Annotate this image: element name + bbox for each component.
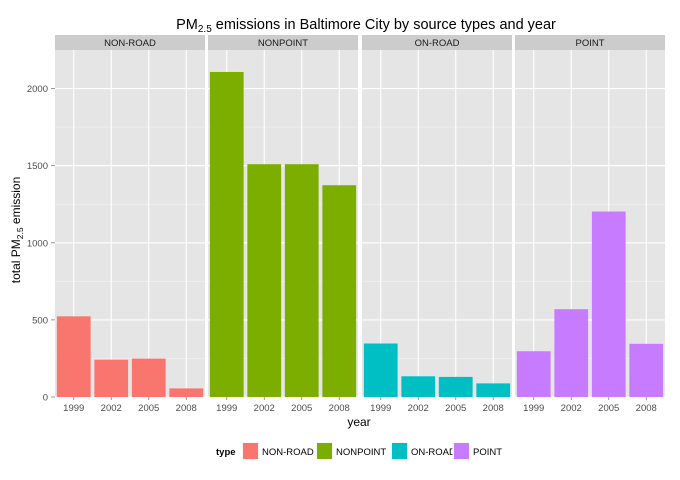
legend-swatch <box>454 443 469 459</box>
bar <box>554 309 589 397</box>
facet-strip-label: POINT <box>575 38 604 49</box>
x-tick-label: 2008 <box>176 403 197 414</box>
x-tick-label: 2002 <box>254 403 275 414</box>
bar <box>131 358 166 397</box>
bar <box>438 376 473 397</box>
facet-panel: ON-ROAD 1999 2002 2005 2008 <box>362 35 512 414</box>
bar <box>247 164 282 397</box>
facet-strip <box>55 35 205 50</box>
chart-title-subscript: 2.5 <box>198 24 212 35</box>
chart-title: PM2.5 emissions in Baltimore City by sou… <box>176 17 556 35</box>
x-tick-label: 1999 <box>370 403 391 414</box>
y-tick-label: 500 <box>32 315 48 326</box>
y-tick-label: 0 <box>43 393 48 404</box>
x-tick-label: 2002 <box>561 403 582 414</box>
bar <box>476 383 511 397</box>
chart-title-main: PM <box>176 17 198 33</box>
bar <box>591 211 626 397</box>
x-axis-label: year <box>347 415 370 429</box>
facet-panel: NON-ROAD 1999 2002 2005 2008 <box>55 35 205 414</box>
bar <box>94 359 129 397</box>
facet-panel: NONPOINT 1999 2002 2005 2008 <box>208 35 358 414</box>
x-tick-label: 2002 <box>101 403 122 414</box>
x-tick-label: 1999 <box>216 403 237 414</box>
x-tick-label: 2005 <box>598 403 619 414</box>
legend-swatch <box>243 443 258 459</box>
x-tick-label: 2005 <box>138 403 159 414</box>
y-tick-label: 2000 <box>27 84 48 95</box>
facet-panel: POINT 1999 2002 2005 2008 <box>515 35 665 414</box>
x-tick-label: 2008 <box>636 403 657 414</box>
bar <box>209 71 244 397</box>
legend-label: ON-ROAD <box>411 447 456 458</box>
bar <box>516 351 551 397</box>
facet-strip <box>208 35 358 50</box>
bar <box>629 343 664 397</box>
legend-label: POINT <box>473 447 502 458</box>
y-axis: 0 500 1000 1500 2000 <box>27 84 55 404</box>
legend-swatch <box>317 443 332 459</box>
bar <box>284 164 319 397</box>
x-tick-label: 2005 <box>291 403 312 414</box>
x-tick-label: 2002 <box>408 403 429 414</box>
panel-background <box>362 50 512 397</box>
y-axis-label: total PM2.5 emission <box>9 177 25 284</box>
y-axis-label-rest: emission <box>9 177 23 228</box>
bar <box>322 185 357 397</box>
facet-strip-label: NON-ROAD <box>104 38 156 49</box>
chart-title-rest: emissions in Baltimore City by source ty… <box>212 17 556 33</box>
x-tick-label: 2005 <box>445 403 466 414</box>
y-axis-label-subscript: 2.5 <box>15 227 25 239</box>
y-tick-label: 1500 <box>27 161 48 172</box>
bar <box>401 376 436 397</box>
x-tick-label: 2008 <box>329 403 350 414</box>
facet-strip <box>362 35 512 50</box>
bar <box>56 316 91 397</box>
facet-panels: NON-ROAD 1999 2002 2005 2008 NONPOINT 1999 2002… <box>55 35 665 414</box>
facet-strip-label: ON-ROAD <box>415 38 460 49</box>
x-tick-label: 2008 <box>483 403 504 414</box>
legend: type NON-ROAD NONPOINT ON-ROAD POINT <box>216 441 502 461</box>
legend-label: NONPOINT <box>336 447 386 458</box>
bar <box>363 343 398 397</box>
bar <box>169 388 204 397</box>
panel-background <box>515 50 665 397</box>
legend-title: type <box>216 447 236 458</box>
y-axis-label-main: total PM <box>9 239 23 283</box>
legend-label: NON-ROAD <box>262 447 314 458</box>
x-tick-label: 1999 <box>523 403 544 414</box>
y-tick-label: 1000 <box>27 238 48 249</box>
x-tick-label: 1999 <box>63 403 84 414</box>
legend-swatch <box>392 443 407 459</box>
facet-strip-label: NONPOINT <box>258 38 308 49</box>
facet-strip <box>515 35 665 50</box>
